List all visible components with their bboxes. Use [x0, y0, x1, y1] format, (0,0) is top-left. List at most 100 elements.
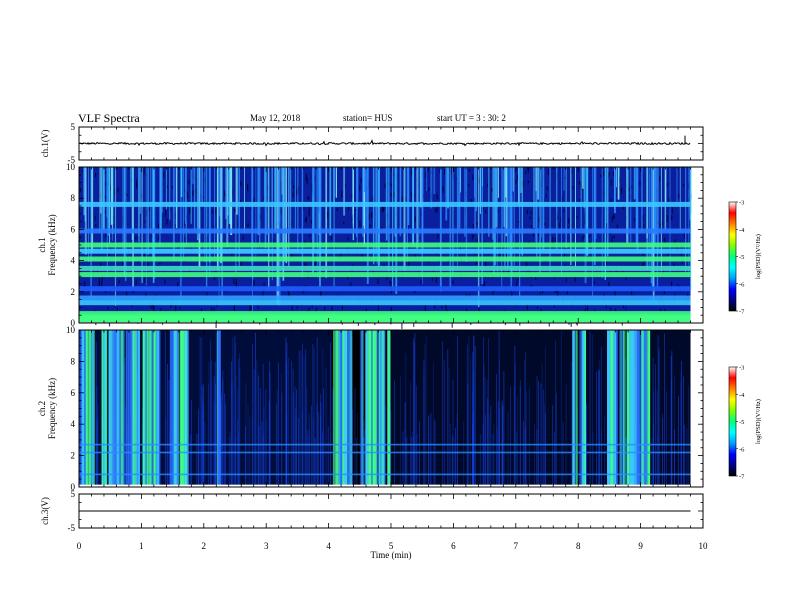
ch1-noise-dark — [465, 192, 467, 197]
ch2-burst-streak — [156, 330, 159, 487]
colorbar-tick-label: -5 — [739, 254, 744, 261]
ch1-sferic-streak — [584, 167, 587, 284]
ch2-streak — [592, 431, 594, 487]
ch2-streak — [238, 359, 240, 487]
ch2-streak — [97, 405, 99, 487]
ch1-noise-dark — [336, 208, 338, 212]
ch1-noise-dark — [330, 235, 332, 240]
ch2-streak — [327, 426, 329, 487]
ch2-streak — [681, 361, 682, 487]
ch1-noise-dark — [308, 196, 310, 200]
ch1-sferic-streak — [539, 167, 541, 273]
ch1-noise-dark — [613, 215, 615, 220]
ch1-noise-dark — [361, 253, 363, 259]
ch1-noise-dark — [158, 236, 160, 241]
ch2-band — [79, 473, 691, 476]
ch2-floor — [79, 484, 691, 487]
ch2-burst-streak — [639, 330, 643, 487]
ch1-sferic-streak — [277, 167, 280, 226]
ch1-noise-dark — [608, 281, 610, 287]
ch1-band — [79, 228, 691, 234]
ch2-band — [79, 451, 691, 454]
ch1-noise-dark — [586, 305, 589, 311]
ch1-noise-dark — [263, 195, 265, 200]
ch2-burst-streak — [126, 330, 130, 487]
ch2-streak — [655, 390, 657, 487]
ch2-streak — [625, 437, 627, 487]
ch2-burst-streak — [137, 330, 140, 487]
ch1-noise-dark — [576, 322, 578, 326]
ch2-streak — [262, 363, 264, 487]
ch1-noise-dark — [468, 183, 470, 187]
ch2-streak — [363, 420, 365, 487]
ch2-streak — [499, 408, 500, 487]
ch1-sferic-streak — [665, 167, 667, 204]
ch1-sferic-streak — [192, 167, 194, 184]
ch1-noise-dark — [683, 184, 685, 187]
ch2-streak — [684, 424, 685, 487]
ch2-streak — [525, 391, 527, 487]
ch1-sferic-streak — [281, 167, 284, 274]
ch1-noise-dark — [382, 206, 384, 212]
ch1-noise-dark — [451, 321, 453, 328]
ch1-sferic-streak — [201, 167, 203, 207]
ch1-sferic-streak — [505, 167, 508, 237]
ch1-sferic-streak — [101, 167, 103, 252]
ch1-sferic-streak — [99, 167, 101, 232]
ch2-burst-streak — [182, 330, 185, 487]
ch1-sferic-streak — [226, 167, 229, 248]
ch2-streak — [525, 351, 526, 487]
ch2-streak — [125, 406, 126, 487]
ch1-band — [79, 256, 691, 262]
ch2-burst-streak — [130, 330, 132, 487]
ch2-streak — [390, 411, 392, 487]
colorbar — [728, 366, 737, 477]
ch1-noise-dark — [383, 205, 385, 210]
ch1-noise-dark — [304, 218, 307, 222]
ch1-noise-dark — [436, 193, 438, 200]
ch1-noise-dark — [476, 222, 478, 225]
ch1-noise-dark — [557, 290, 559, 298]
ch1-noise-dark — [666, 182, 669, 186]
ch1-noise-dark — [612, 214, 615, 219]
ch1-noise-dark — [126, 291, 128, 296]
ch2-streak — [680, 370, 682, 487]
ch1-noise-dark — [483, 281, 486, 286]
ch2-burst-streak — [359, 330, 363, 487]
ch2-streak — [562, 422, 564, 487]
ch2-streak — [332, 387, 334, 487]
ch1-noise-dark — [386, 276, 388, 281]
ch1-sferic-streak — [582, 167, 584, 189]
ch1-sferic-streak — [190, 167, 192, 224]
ch2-streak — [466, 344, 468, 487]
ch1-noise-dark — [564, 253, 566, 256]
ch2-burst-streak — [373, 330, 377, 487]
ch1-sferic-streak — [542, 167, 545, 251]
ch1-sferic-streak — [335, 167, 337, 198]
ch2-streak — [215, 384, 216, 487]
x-tick-label: 8 — [576, 541, 581, 551]
y-tick-label: 2 — [71, 287, 76, 297]
ch1-noise-dark — [341, 191, 343, 198]
ch2-burst-streak — [607, 330, 610, 487]
ch1-noise-dark — [578, 181, 580, 185]
ch1-noise-dark — [269, 262, 271, 266]
ch2-streak — [598, 360, 600, 487]
ch2-burst-streak — [608, 330, 612, 487]
ch2-burst-streak — [377, 330, 381, 487]
ch1-noise-dark — [303, 204, 305, 211]
ch1-noise-dark — [184, 236, 186, 244]
ch1-noise-dark — [435, 276, 437, 283]
ch1-noise-dark — [377, 279, 379, 285]
ch2-streak — [413, 342, 415, 487]
ch1-noise-dark — [351, 217, 353, 222]
ch1-noise-dark — [436, 205, 438, 212]
ch1-noise-dark — [327, 212, 329, 219]
ch2-burst-streak — [142, 330, 145, 487]
ch2-burst-streak — [83, 330, 87, 487]
ch2-burst-streak — [91, 330, 94, 487]
ch2-streak — [424, 344, 426, 487]
ch2-streak — [231, 361, 232, 487]
ch1-noise-dark — [393, 173, 395, 176]
ch2-streak — [433, 362, 434, 487]
